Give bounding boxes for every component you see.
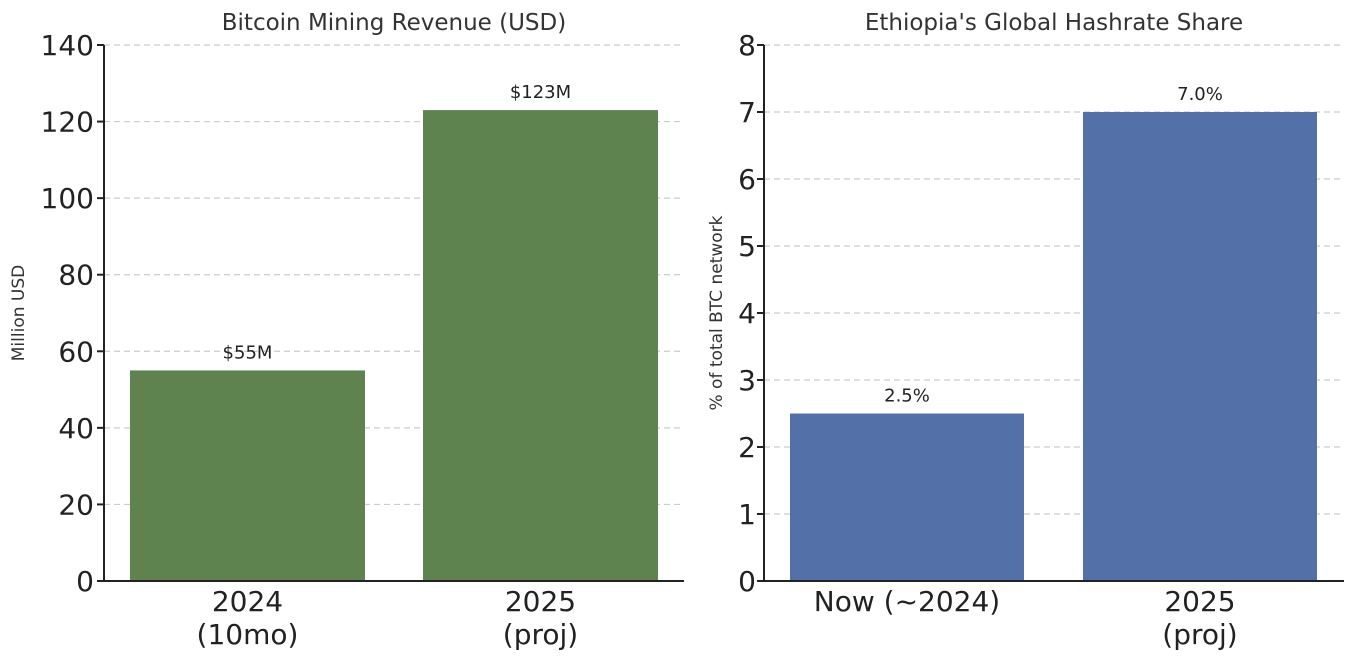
revenue-x-tick-label: (10mo)	[197, 618, 299, 651]
hashrate-y-tick-label: 0	[738, 565, 756, 598]
revenue-x-tick-label: (proj)	[503, 618, 578, 651]
revenue-value-label: $123M	[510, 82, 571, 103]
hashrate-y-tick-label: 4	[738, 297, 756, 330]
revenue-chart-title: Bitcoin Mining Revenue (USD)	[222, 10, 566, 36]
revenue-bar	[130, 370, 365, 581]
revenue-x-tick-label: 2025	[505, 585, 576, 618]
hashrate-chart-panel: 2.5% Now (~2024) 7.0% 2025(proj) 0 1 2 3 4 5 6 7 8 Et…	[707, 10, 1344, 651]
revenue-y-tick-label: 20	[58, 488, 94, 521]
hashrate-y-tick-label: 1	[738, 498, 756, 531]
revenue-y-tick-label: 40	[58, 412, 94, 445]
hashrate-chart-title: Ethiopia's Global Hashrate Share	[865, 10, 1243, 36]
hashrate-value-label: 7.0%	[1177, 84, 1223, 105]
revenue-y-axis-label: Million USD	[9, 265, 29, 361]
revenue-y-tick-label: 120	[41, 106, 94, 139]
hashrate-y-tick-label: 2	[738, 431, 756, 464]
hashrate-y-tick-label: 5	[738, 230, 756, 263]
revenue-chart-panel: $55M 2024(10mo) $123M 2025(proj) 0 20 40 60 80 10…	[9, 10, 684, 651]
hashrate-y-tick-label: 7	[738, 96, 756, 129]
revenue-y-tick-label: 80	[58, 259, 94, 292]
hashrate-x-tick-label: (proj)	[1162, 618, 1237, 651]
hashrate-y-tick-label: 8	[738, 29, 756, 62]
hashrate-value-label: 2.5%	[884, 386, 930, 407]
revenue-y-tick-label: 140	[41, 29, 94, 62]
hashrate-x-tick-label: 2025	[1164, 585, 1235, 618]
hashrate-y-tick-label: 6	[738, 163, 756, 196]
hashrate-y-tick-label: 3	[738, 364, 756, 397]
hashrate-bar	[1083, 112, 1317, 581]
hashrate-y-axis-label: % of total BTC network	[707, 215, 727, 410]
revenue-y-tick-label: 60	[58, 335, 94, 368]
revenue-value-label: $55M	[223, 342, 273, 363]
revenue-y-tick-label: 0	[76, 565, 94, 598]
revenue-bar	[423, 110, 658, 581]
revenue-x-tick-label: 2024	[212, 585, 283, 618]
hashrate-bar	[790, 413, 1024, 581]
revenue-y-tick-label: 100	[41, 182, 94, 215]
hashrate-x-tick-label: Now (~2024)	[814, 585, 1000, 618]
